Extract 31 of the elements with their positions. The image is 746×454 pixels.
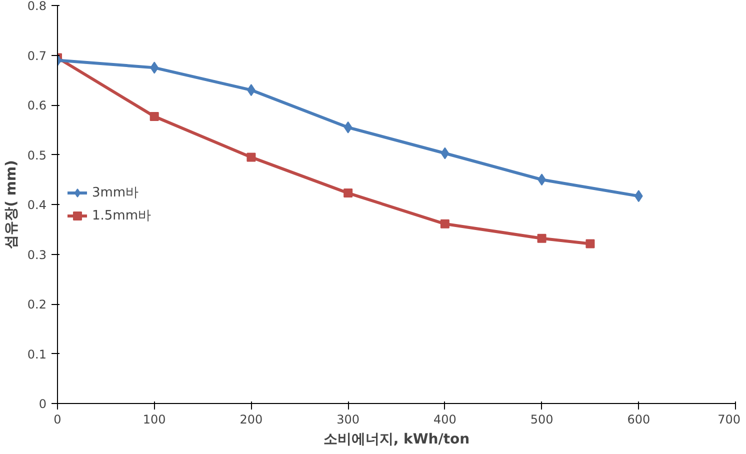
x-tick-label: 100 bbox=[142, 412, 166, 426]
point bbox=[537, 234, 546, 243]
y-tick-label: 0.4 bbox=[27, 198, 47, 212]
legend-label: 3mm바 bbox=[92, 184, 139, 202]
point bbox=[634, 190, 643, 202]
x-tick-label: 500 bbox=[530, 412, 554, 426]
y-tick-label: 0.5 bbox=[27, 148, 47, 162]
point bbox=[246, 152, 256, 162]
point bbox=[344, 188, 353, 198]
y-tick-label: 0.8 bbox=[27, 0, 47, 13]
x-tick-label: 600 bbox=[627, 412, 650, 426]
y-tick-label: 0.3 bbox=[27, 248, 47, 262]
x-tick-label: 0 bbox=[54, 412, 62, 426]
x-tick-label: 300 bbox=[336, 412, 360, 426]
legend-label: 1.5mm바 bbox=[92, 208, 152, 224]
y-tick-label: 0.7 bbox=[27, 48, 47, 63]
point bbox=[150, 112, 159, 121]
x-tick-label: 200 bbox=[240, 412, 263, 426]
point bbox=[150, 62, 159, 74]
y-tick-label: 0.6 bbox=[27, 98, 47, 112]
point bbox=[586, 239, 595, 248]
x-tick-label: 700 bbox=[718, 412, 740, 426]
y-axis-title: 섬유장( mm) bbox=[3, 160, 20, 249]
y-tick-label: 0 bbox=[38, 397, 47, 411]
point bbox=[440, 219, 450, 228]
point bbox=[440, 147, 450, 160]
x-axis-title: 소비에너지, kWh/ton bbox=[323, 432, 470, 448]
point bbox=[344, 121, 352, 134]
y-tick-label: 0.1 bbox=[27, 347, 47, 362]
x-tick-label: 400 bbox=[433, 412, 456, 426]
y-tick-label: 0.2 bbox=[27, 298, 47, 312]
